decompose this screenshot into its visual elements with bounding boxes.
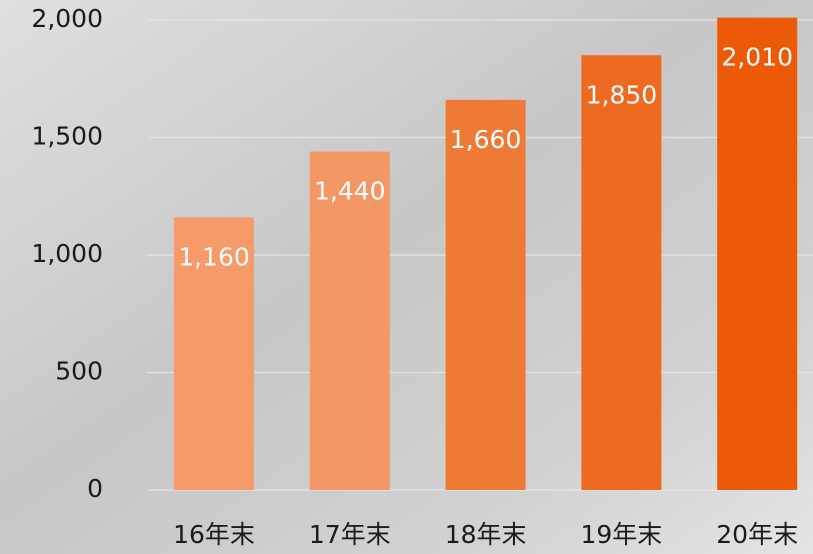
x-tick-label: 19年末 [580, 520, 662, 549]
bar [445, 99, 526, 491]
x-tick-label: 16年末 [173, 520, 255, 549]
value-label: 1,440 [314, 177, 386, 206]
value-label: 2,010 [721, 43, 793, 72]
value-label: 1,850 [586, 80, 658, 109]
value-label: 1,160 [178, 242, 250, 271]
value-label: 1,660 [450, 125, 522, 154]
y-tick-label: 1,000 [31, 239, 103, 268]
y-tick-label: 500 [55, 357, 103, 386]
x-tick-label: 17年末 [309, 520, 391, 549]
bar [174, 217, 254, 490]
bar [581, 55, 662, 490]
bar [309, 151, 390, 490]
y-tick-label: 2,000 [31, 4, 103, 33]
x-tick-label: 20年末 [716, 520, 798, 549]
bar [717, 17, 798, 491]
y-tick-label: 0 [87, 474, 103, 503]
y-tick-label: 1,500 [31, 122, 103, 151]
x-tick-label: 18年末 [445, 520, 527, 549]
